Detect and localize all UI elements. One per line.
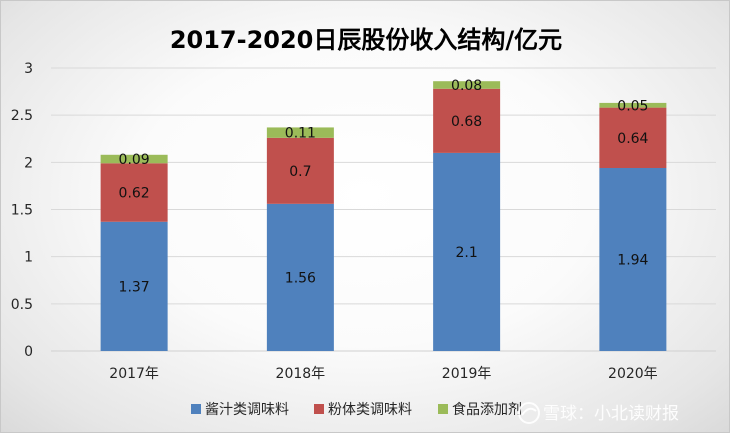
x-category-label: 2019年	[442, 366, 492, 382]
legend-label: 粉体类调味料	[328, 402, 412, 418]
data-label: 0.09	[119, 152, 150, 168]
bar-segment	[266, 203, 334, 351]
legend-item: 酱汁类调味料	[191, 402, 289, 418]
snowball-logo-icon	[518, 402, 540, 424]
watermark: 雪球：小北读财报	[518, 402, 679, 424]
watermark-text: 雪球：小北读财报	[543, 404, 679, 424]
legend-swatch	[191, 404, 201, 414]
legend-label: 食品添加剂	[452, 401, 522, 418]
bar-segment	[100, 154, 168, 164]
legend-swatch	[314, 404, 324, 414]
data-label: 0.7	[289, 164, 311, 180]
bar-segment	[599, 102, 667, 108]
x-category-label: 2017年	[109, 366, 159, 382]
data-label: 1.94	[617, 252, 648, 268]
x-category-label: 2020年	[608, 366, 658, 382]
y-tick-label: 1	[24, 250, 33, 266]
data-label: 0.05	[617, 98, 648, 114]
data-label: 2.1	[455, 245, 477, 261]
legend: 酱汁类调味料 粉体类调味料 食品添加剂	[191, 401, 522, 418]
y-tick-label: 3	[24, 61, 33, 77]
y-axis-ticks: 0 0.5 1 1.5 2 2.5 3	[11, 61, 33, 360]
bar-segment	[599, 167, 667, 351]
bar-segment	[433, 81, 501, 89]
data-label: 0.11	[285, 126, 316, 142]
y-tick-label: 2.5	[11, 108, 33, 124]
bar-segment	[100, 163, 168, 222]
y-tick-label: 0.5	[11, 297, 33, 313]
legend-swatch	[438, 404, 448, 414]
x-axis-categories: 2017年 2018年 2019年 2020年	[109, 366, 657, 382]
data-label: 0.08	[451, 78, 482, 94]
legend-item: 粉体类调味料	[314, 402, 412, 418]
bar-segment	[433, 152, 501, 351]
x-category-label: 2018年	[276, 366, 326, 382]
data-label: 0.68	[451, 114, 482, 130]
bar-segment	[433, 88, 501, 153]
bar-segment	[266, 127, 334, 138]
legend-label: 酱汁类调味料	[205, 402, 289, 418]
bar-segment	[100, 221, 168, 351]
bars: 1.37 0.62 0.09 1.56 0.7 0.11 2.1 0.68 0.08 1.94 0.…	[100, 78, 667, 351]
y-tick-label: 0	[24, 344, 33, 360]
bar-segment	[266, 137, 334, 204]
bar-segment	[599, 107, 667, 168]
legend-item: 食品添加剂	[438, 401, 522, 418]
y-tick-label: 2	[24, 155, 33, 171]
data-label: 0.62	[119, 186, 150, 202]
chart-title: 2017-2020日辰股份收入结构/亿元	[170, 26, 562, 54]
data-label: 1.56	[285, 270, 316, 286]
data-label: 1.37	[119, 279, 150, 295]
y-tick-label: 1.5	[11, 203, 33, 219]
data-label: 0.64	[617, 131, 648, 147]
